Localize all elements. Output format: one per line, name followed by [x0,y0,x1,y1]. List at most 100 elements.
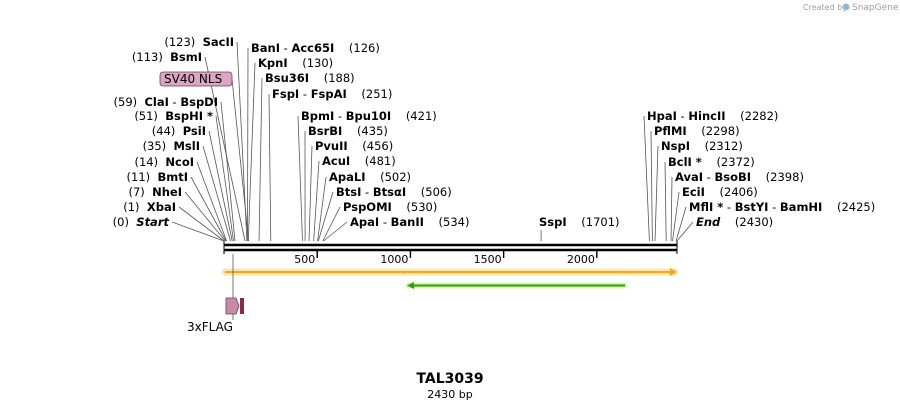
sv40-nls-box[interactable] [159,71,233,87]
cut-site-leader [184,191,226,242]
cut-site-leader [190,176,227,242]
cut-site-text: MflI * - BstYI - BamHI (2425) [689,200,875,214]
site-position: (7) [129,185,153,199]
site-position: - [768,200,779,214]
cut-site-text: EciI (2406) [682,185,758,199]
cut-site-text: (123) SacII [164,35,234,49]
cut-site-label[interactable]: PspOMI (530) [343,200,437,214]
site-position: - [169,95,180,109]
enzyme-name: HincII [688,109,725,123]
cut-site-text: ApaI - BanII (534) [350,215,469,229]
cut-site-text: (7) NheI [129,185,183,199]
cut-site-label[interactable]: EciI (2406) [682,185,758,199]
credit-brand: SnapGene [852,3,899,13]
cut-site-text: BanI - Acc65I (126) [251,41,380,55]
cut-site-label[interactable]: FspI - FspAI (251) [272,87,392,101]
enzyme-name: Acc65I [291,41,334,55]
cut-site-text: ApaLI (502) [329,170,411,184]
cut-site-label[interactable]: (113) BsmI [132,50,202,64]
cut-site-label[interactable]: Bsu36I (188) [265,71,355,85]
cut-site-label[interactable]: (123) SacII [164,35,234,49]
cut-site-leader [268,93,272,242]
sequence-backbone [223,241,678,254]
sv40-nls-feature[interactable]: SV40 NLS [159,71,233,87]
cut-site-text: PspOMI (530) [343,200,437,214]
cut-site-label[interactable]: End (2430) [696,215,773,229]
site-position: (2312) [690,139,743,153]
enzyme-name: ClaI [144,95,168,109]
enzyme-name: Bpu10I [346,109,391,123]
cut-site-leader [313,160,320,242]
cut-site-text: BclI * (2372) [668,155,755,169]
cut-site-leader [675,206,687,242]
enzyme-name: BspDI [180,95,218,109]
enzyme-name: Bsu36I [265,71,309,85]
cut-site-text: SspI (1701) [539,215,620,229]
cut-site-label[interactable]: SspI (1701) [539,215,620,229]
orf-arrow-forward[interactable] [222,268,678,276]
orf-arrow-reverse[interactable] [406,282,627,289]
cut-site-label[interactable]: (11) BmtI [127,170,188,184]
cut-site-leader [323,221,348,242]
enzyme-name: FspI [272,87,299,101]
enzyme-name: PvuII [315,139,348,153]
cut-site-text: HpaI - HincII (2282) [647,109,778,123]
cut-site-label[interactable]: HpaI - HincII (2282) [647,109,778,123]
ruler-tick-label: 1500 [474,253,502,266]
enzyme-name: NcoI [165,155,194,169]
cut-site-leader [317,191,334,242]
cut-site-label[interactable]: (51) BspHI * [134,109,213,123]
cut-site-text: NspI (2312) [661,139,743,153]
cut-site-text: (44) PsiI [152,124,206,138]
cut-site-label[interactable]: (35) MslI [143,139,200,153]
site-position: (35) [143,139,174,153]
enzyme-name: BsmI [170,50,202,64]
cut-site-label[interactable]: BsrBI (435) [308,124,388,138]
cut-site-label[interactable]: MflI * - BstYI - BamHI (2425) [689,200,875,214]
site-position: (113) [132,50,170,64]
cut-site-text: FspI - FspAI (251) [272,87,392,101]
site-position: - [703,170,714,184]
site-position: (51) [134,109,165,123]
site-position: (2372) [702,155,755,169]
snapgene-credit: Created by SnapGene [803,3,899,13]
ruler-tick-label: 2000 [567,253,595,266]
cut-site-label[interactable]: (0) Start [113,215,170,229]
cut-site-label[interactable]: ApaLI (502) [329,170,411,184]
cut-site-label[interactable]: BclI * (2372) [668,155,755,169]
cut-site-label[interactable]: KpnI (130) [258,56,333,70]
cut-site-label[interactable]: (1) XbaI [123,200,176,214]
cut-site-label[interactable]: ApaI - BanII (534) [350,215,469,229]
enzyme-name: BclI * [668,155,702,169]
site-position: - [334,109,345,123]
flag-feature[interactable]: 3xFLAG [187,254,244,334]
enzyme-name: AvaI [675,170,703,184]
ruler-tick-label: 500 [294,253,315,266]
cut-site-label[interactable]: (59) ClaI - BspDI [114,95,218,109]
enzyme-name: PsiI [183,124,206,138]
cut-site-text: BtsI - BtsαI (506) [336,185,452,199]
cut-site-label[interactable]: AcuI (481) [322,154,396,168]
cut-site-label[interactable]: BtsI - BtsαI (506) [336,185,452,199]
cut-site-label[interactable]: BanI - Acc65I (126) [251,41,380,55]
cut-site-label[interactable]: NspI (2312) [661,139,743,153]
cut-site-leader [202,145,231,242]
cut-site-leaders [171,41,694,242]
cut-site-label[interactable]: PvuII (456) [315,139,393,153]
enzyme-name: PspOMI [343,200,392,214]
flag-end-marker [240,298,244,314]
plasmid-title: TAL3039 2430 bp [416,371,483,401]
enzyme-name: MslI [173,139,200,153]
cut-site-label[interactable]: AvaI - BsoBI (2398) [675,170,804,184]
enzyme-name: Start [136,215,169,229]
site-position: (251) [347,87,393,101]
cut-site-label[interactable]: (7) NheI [129,185,183,199]
cut-site-label[interactable]: (14) NcoI [134,155,194,169]
site-position: - [280,41,291,55]
site-position: (188) [309,71,355,85]
cut-site-leader [664,161,667,242]
cut-site-label[interactable]: BpmI - Bpu10I (421) [301,109,437,123]
site-position: - [379,215,390,229]
cut-site-label[interactable]: PflMI (2298) [654,124,740,138]
cut-site-label[interactable]: (44) PsiI [152,124,206,138]
